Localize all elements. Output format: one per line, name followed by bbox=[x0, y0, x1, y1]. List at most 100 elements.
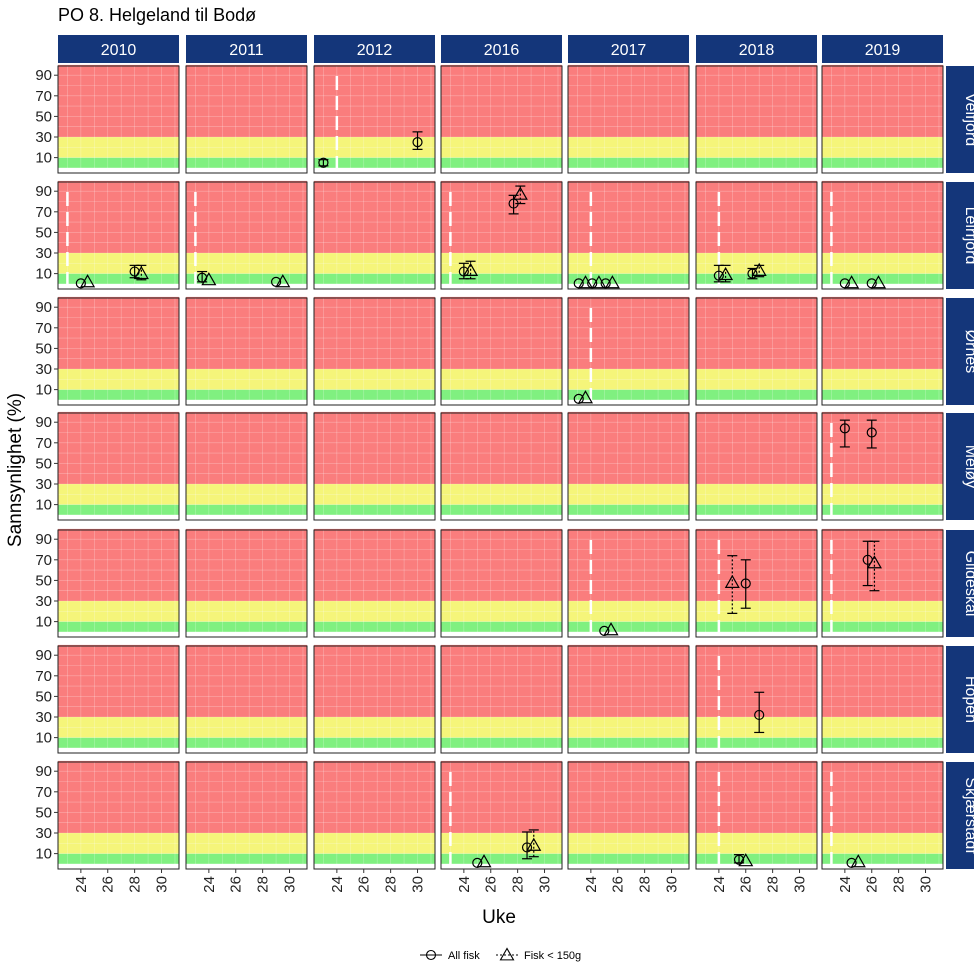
risk-band bbox=[822, 760, 943, 834]
risk-band bbox=[441, 253, 562, 274]
y-tick-label: 10 bbox=[35, 150, 52, 167]
risk-band bbox=[314, 737, 435, 748]
risk-band bbox=[822, 644, 943, 718]
risk-band bbox=[58, 760, 179, 834]
risk-band bbox=[58, 157, 179, 168]
risk-band bbox=[441, 484, 562, 505]
panel bbox=[821, 180, 944, 290]
risk-band bbox=[696, 389, 817, 400]
risk-band bbox=[314, 760, 435, 834]
column-strip bbox=[58, 35, 179, 63]
panel-border bbox=[185, 761, 308, 870]
risk-band bbox=[186, 296, 307, 370]
panel bbox=[313, 411, 436, 521]
risk-band bbox=[568, 484, 689, 505]
y-tick-label: 50 bbox=[35, 224, 52, 241]
panel bbox=[440, 528, 563, 638]
legend-item: Fisk < 150g bbox=[496, 947, 581, 962]
risk-band bbox=[58, 296, 179, 370]
y-tick-label: 50 bbox=[35, 804, 52, 821]
y-tick-label: 50 bbox=[35, 688, 52, 705]
panel bbox=[695, 411, 818, 521]
risk-band bbox=[696, 296, 817, 370]
risk-band bbox=[58, 621, 179, 632]
risk-band bbox=[568, 369, 689, 390]
panel bbox=[821, 644, 944, 754]
panel-border bbox=[695, 65, 818, 174]
risk-band bbox=[568, 504, 689, 515]
risk-band bbox=[186, 157, 307, 168]
x-tick-label: 30 bbox=[792, 876, 809, 893]
risk-band bbox=[568, 853, 689, 864]
panel bbox=[57, 411, 180, 521]
x-tick-label: 28 bbox=[127, 876, 144, 893]
column-strip-label: 2018 bbox=[739, 42, 775, 59]
risk-band bbox=[58, 273, 179, 284]
risk-band bbox=[314, 253, 435, 274]
column-strip bbox=[186, 35, 307, 63]
risk-band bbox=[186, 137, 307, 158]
point-circle bbox=[866, 427, 877, 438]
point-circle bbox=[846, 857, 857, 868]
legend-item: All fisk bbox=[420, 949, 480, 962]
risk-band bbox=[58, 504, 179, 515]
panel-border bbox=[821, 529, 944, 638]
panel bbox=[567, 296, 690, 406]
panel-border bbox=[695, 297, 818, 406]
y-axis-label: Sannsynlighet (%) bbox=[5, 393, 26, 547]
risk-band bbox=[186, 621, 307, 632]
risk-band bbox=[696, 528, 817, 602]
point-circle bbox=[318, 157, 329, 168]
panel-border bbox=[440, 297, 563, 406]
x-tick-label: 26 bbox=[610, 876, 627, 893]
panel bbox=[695, 644, 818, 754]
x-tick-label: 30 bbox=[918, 876, 935, 893]
risk-band bbox=[441, 528, 562, 602]
panel bbox=[185, 180, 308, 290]
y-tick-label: 70 bbox=[35, 784, 52, 801]
risk-band bbox=[314, 644, 435, 718]
point-triangle bbox=[80, 274, 96, 288]
panel-border bbox=[695, 529, 818, 638]
risk-band bbox=[696, 504, 817, 515]
point-circle bbox=[713, 270, 724, 281]
panel bbox=[440, 411, 563, 521]
panel-border bbox=[695, 412, 818, 521]
panel-border bbox=[185, 297, 308, 406]
panel bbox=[440, 644, 563, 754]
risk-band bbox=[696, 644, 817, 718]
point-triangle bbox=[751, 262, 767, 276]
risk-band bbox=[822, 296, 943, 370]
risk-band bbox=[314, 621, 435, 632]
risk-band bbox=[568, 64, 689, 138]
risk-band bbox=[314, 180, 435, 254]
point-triangle bbox=[718, 266, 734, 281]
risk-band bbox=[441, 644, 562, 718]
point-triangle bbox=[512, 186, 528, 200]
risk-band bbox=[441, 760, 562, 834]
point-triangle bbox=[577, 390, 594, 404]
point-triangle bbox=[201, 272, 217, 286]
risk-band bbox=[441, 601, 562, 622]
x-tick-label: 30 bbox=[664, 876, 681, 893]
panel-border bbox=[567, 412, 690, 521]
risk-band bbox=[696, 369, 817, 390]
y-tick-label: 70 bbox=[35, 204, 52, 221]
panel-border bbox=[821, 645, 944, 754]
x-axis-label: Uke bbox=[482, 907, 516, 928]
panel-border bbox=[185, 529, 308, 638]
panel bbox=[57, 528, 180, 638]
risk-band bbox=[696, 833, 817, 854]
point-triangle bbox=[844, 275, 860, 289]
panel bbox=[313, 760, 436, 870]
row-strip bbox=[946, 298, 974, 405]
panel-grid: 2010 2011 2012 2016 2017 2018 2019 Velfjord Leir… bbox=[35, 35, 980, 893]
point-triangle bbox=[724, 574, 740, 588]
risk-band bbox=[58, 369, 179, 390]
risk-band bbox=[568, 180, 689, 254]
risk-band bbox=[441, 296, 562, 370]
risk-band bbox=[186, 64, 307, 138]
y-tick-label: 50 bbox=[35, 572, 52, 589]
risk-band bbox=[822, 833, 943, 854]
